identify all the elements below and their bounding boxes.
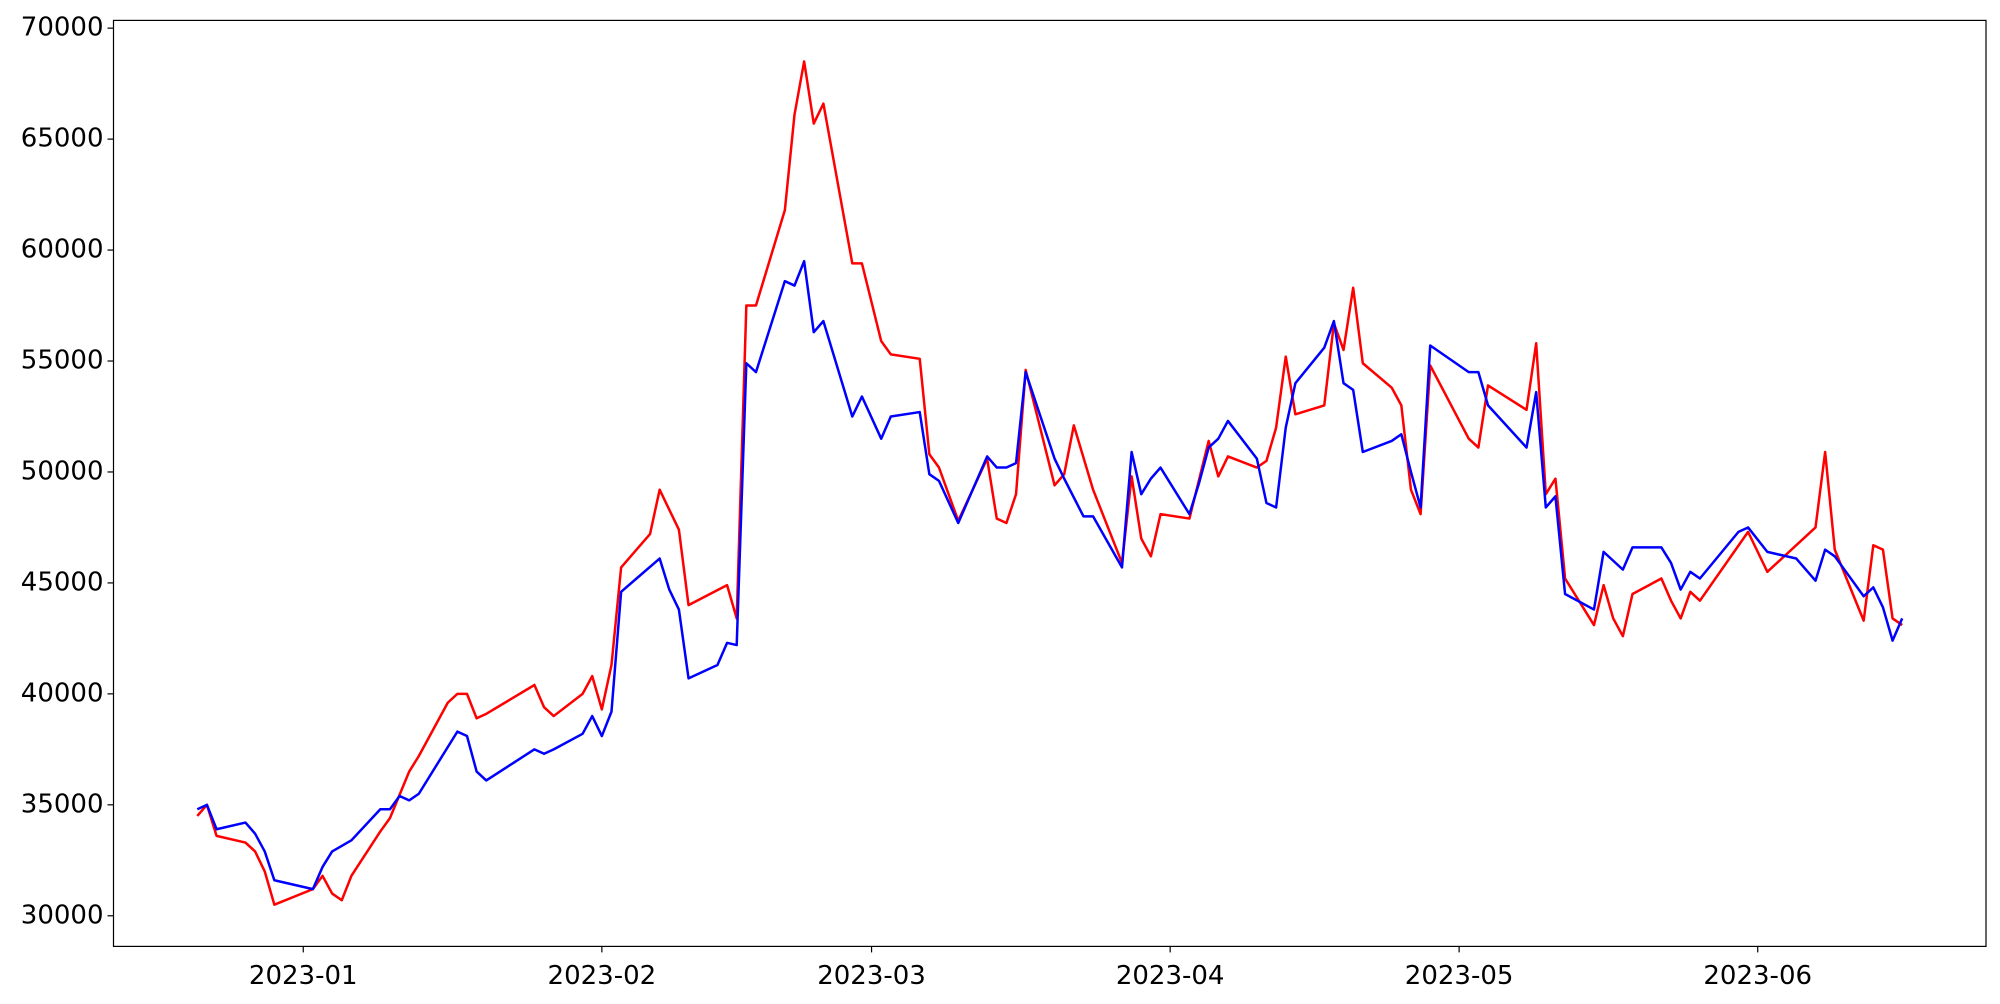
- data-line: [196, 60, 1903, 906]
- x-tick-label: 2023-04: [1116, 961, 1225, 991]
- x-tick-label: 2023-03: [817, 961, 926, 991]
- x-tick-label: 2023-06: [1703, 961, 1812, 991]
- y-tick-label: 35000: [21, 789, 104, 819]
- x-tick-label: 2023-05: [1405, 961, 1514, 991]
- y-tick-label: 50000: [21, 456, 104, 486]
- plot-frame: [112, 19, 1987, 947]
- y-tick-label: 30000: [21, 900, 104, 930]
- y-tick-label: 55000: [21, 346, 104, 376]
- x-tick-label: 2023-02: [548, 961, 657, 991]
- y-tick-label: 70000: [21, 13, 104, 43]
- data-line: [196, 259, 1904, 891]
- y-tick-label: 40000: [21, 678, 104, 708]
- y-tick-label: 60000: [21, 235, 104, 265]
- y-tick-label: 65000: [21, 124, 104, 154]
- y-tick-label: 45000: [21, 567, 104, 597]
- x-tick-label: 2023-01: [249, 961, 358, 991]
